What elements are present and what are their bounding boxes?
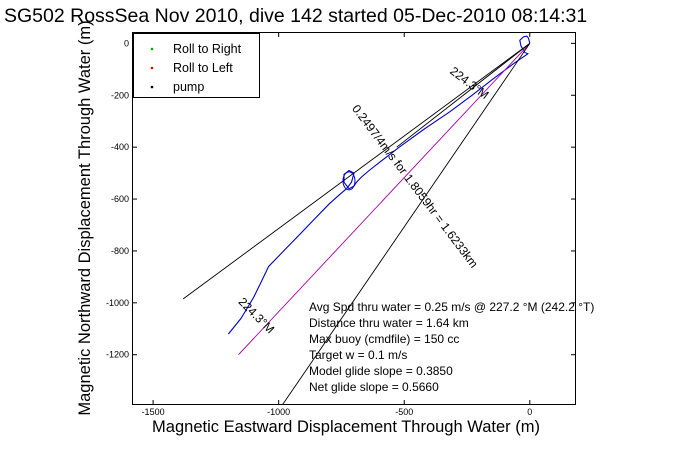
series-line <box>396 43 531 148</box>
annotation-line: Distance thru water = 1.64 km <box>309 316 469 330</box>
legend-label: Roll to Right <box>173 42 242 56</box>
series-line <box>282 43 531 404</box>
x-tick-label: 0 <box>527 407 532 417</box>
annotation-line: Target w = 0.1 m/s <box>309 348 407 362</box>
axis-ticks: -1500 -1000 -500 0 0 -200 -400 -600 -800 -1000 -12… <box>106 33 575 417</box>
track-loop <box>342 171 356 191</box>
x-axis-label: Magnetic Eastward Displacement Through W… <box>152 418 540 436</box>
annotation-line: Max buoy (cmdfile) = 150 cc <box>309 332 459 346</box>
y-tick-label: 0 <box>124 38 129 48</box>
y-tick-label: -800 <box>111 246 129 256</box>
annotation-line: Avg Spd thru water = 0.25 m/s @ 227.2 °M… <box>309 300 594 314</box>
x-tick-label: -500 <box>395 407 413 417</box>
legend-box <box>133 33 260 98</box>
annotation-line: Model glide slope = 0.3850 <box>309 364 453 378</box>
series-line <box>182 43 531 300</box>
y-tick-label: -200 <box>111 90 129 100</box>
annotations: Avg Spd thru water = 0.25 m/s @ 227.2 °M… <box>309 300 594 394</box>
legend-marker <box>150 66 154 70</box>
y-tick-label: -1200 <box>106 350 129 360</box>
legend: Roll to Right Roll to Left pump <box>133 33 260 98</box>
y-tick-label: -400 <box>111 142 129 152</box>
x-tick-label: -1500 <box>142 407 165 417</box>
legend-marker <box>150 85 154 89</box>
y-tick-label: -1000 <box>106 298 129 308</box>
chart-title: SG502 RossSea Nov 2010, dive 142 started… <box>4 5 587 27</box>
annotation-line: Net glide slope = 0.5660 <box>309 380 439 394</box>
y-axis-label: Magnetic Northward Displacement Through … <box>76 20 94 415</box>
x-tick-label: -1000 <box>267 407 290 417</box>
legend-label: pump <box>173 80 204 94</box>
series-layer <box>182 35 531 404</box>
series-track-line <box>227 35 531 335</box>
legend-label: Roll to Left <box>173 61 233 75</box>
series-line <box>238 43 531 356</box>
legend-marker <box>150 47 154 51</box>
y-tick-label: -600 <box>111 194 129 204</box>
